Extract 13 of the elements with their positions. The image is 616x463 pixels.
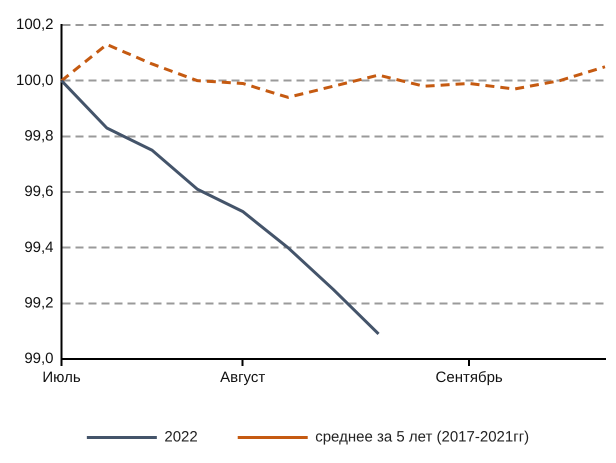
y-tick-label: 99,2 <box>24 294 54 312</box>
y-tick-label: 100,0 <box>16 72 54 89</box>
x-tick-label: Август <box>220 369 266 386</box>
y-tick-label: 99,4 <box>24 238 54 256</box>
x-tick-label: Сентябрь <box>436 369 503 386</box>
y-tick-label: 100,2 <box>16 16 54 34</box>
line-series <box>60 42 606 99</box>
legend-label: среднее за 5 лет (2017-2021гг) <box>315 428 530 446</box>
x-tick-label: Июль <box>42 369 81 386</box>
y-tick-label: 99,8 <box>24 127 54 144</box>
y-tick-label: 99,0 <box>24 350 54 368</box>
legend-label: 2022 <box>164 428 198 446</box>
y-tick-label: 99,6 <box>24 183 54 200</box>
